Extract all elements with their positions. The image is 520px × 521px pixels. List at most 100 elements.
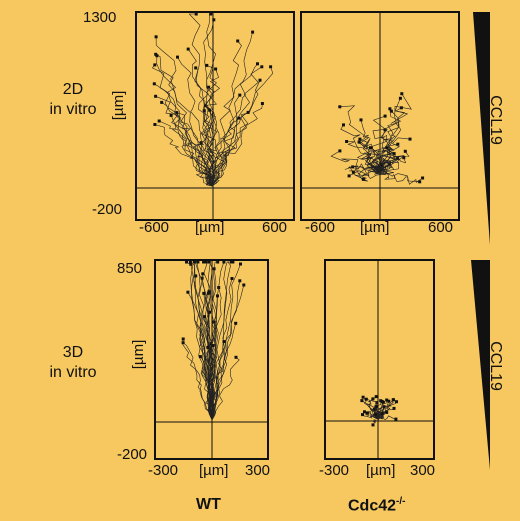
top-y-unit-label: [µm] xyxy=(110,90,128,121)
track-endpoint xyxy=(194,12,198,16)
track-endpoint xyxy=(251,30,255,34)
row-label-3d-line1: 3D xyxy=(62,344,84,361)
track-endpoint xyxy=(365,411,369,415)
migration-track xyxy=(211,287,222,421)
migration-track xyxy=(209,66,274,187)
track-endpoint xyxy=(194,274,198,278)
track-endpoint xyxy=(260,65,264,69)
track-endpoint xyxy=(418,180,422,184)
bottom-right-x-tick-min: -300 xyxy=(319,462,350,479)
track-endpoint xyxy=(396,156,400,160)
row-label-3d-line2: in vitro xyxy=(49,364,97,381)
migration-track xyxy=(340,124,379,173)
track-endpoint xyxy=(347,174,351,178)
track-endpoint xyxy=(383,114,387,118)
track-endpoint xyxy=(194,66,198,70)
bottom-y-unit-label: [µm] xyxy=(130,339,148,370)
track-endpoint xyxy=(154,94,158,98)
migration-track xyxy=(211,117,240,187)
migration-track xyxy=(208,261,216,421)
track-endpoint xyxy=(189,262,193,266)
track-endpoint xyxy=(371,423,375,427)
track-endpoint xyxy=(222,340,226,344)
track-endpoint xyxy=(361,395,365,399)
track-endpoint xyxy=(396,142,400,146)
row-label-2d-line1: 2D xyxy=(62,81,84,98)
track-endpoint xyxy=(338,149,342,153)
track-endpoint xyxy=(369,146,372,150)
track-endpoint xyxy=(201,272,205,276)
column-label-cdc42-base: Cdc42 xyxy=(348,497,397,515)
cdc42-2d-migration-tracks xyxy=(330,92,425,185)
track-endpoint xyxy=(200,276,204,280)
track-endpoint xyxy=(193,260,197,264)
track-endpoint xyxy=(385,146,389,150)
track-endpoint xyxy=(364,397,368,401)
top-left-x-unit: [µm] xyxy=(195,219,225,236)
track-endpoint xyxy=(374,404,378,408)
track-endpoint xyxy=(212,18,216,22)
cdc42-3d-migration-tracks xyxy=(360,395,398,427)
track-endpoint xyxy=(236,39,240,43)
migration-track xyxy=(372,417,380,426)
column-label-cdc42: Cdc42-/- xyxy=(348,497,405,514)
track-endpoint xyxy=(188,260,192,264)
track-endpoint xyxy=(242,283,246,287)
track-endpoint xyxy=(181,337,185,341)
track-endpoint xyxy=(202,109,206,113)
track-endpoint xyxy=(361,413,364,417)
migration-track xyxy=(377,171,423,185)
track-endpoint xyxy=(258,78,262,82)
track-endpoint xyxy=(385,398,389,402)
track-endpoint xyxy=(204,260,208,264)
track-endpoint xyxy=(269,65,273,69)
track-endpoint xyxy=(186,47,190,51)
track-endpoint xyxy=(208,310,212,314)
track-endpoint xyxy=(186,290,190,294)
track-endpoint xyxy=(234,321,238,325)
track-endpoint xyxy=(153,63,157,67)
migration-track xyxy=(364,147,383,173)
bottom-left-x-tick-max: 300 xyxy=(245,462,271,479)
track-endpoint xyxy=(421,176,425,180)
track-endpoint xyxy=(256,62,259,66)
migration-track xyxy=(182,338,213,421)
track-endpoint xyxy=(176,55,179,59)
bottom-y-max-label: 850 xyxy=(117,260,143,277)
migration-track xyxy=(159,120,213,187)
track-endpoint xyxy=(238,279,242,283)
track-endpoint xyxy=(214,67,218,71)
track-endpoint xyxy=(202,291,206,295)
track-endpoint xyxy=(363,410,366,414)
track-endpoint xyxy=(357,140,361,144)
column-label-wt: WT xyxy=(196,496,221,513)
migration-track xyxy=(207,94,241,187)
top-right-x-unit: [µm] xyxy=(360,219,390,236)
track-endpoint xyxy=(358,137,362,141)
migration-track xyxy=(211,63,258,187)
top-right-x-tick-max: 600 xyxy=(428,219,454,236)
track-endpoint xyxy=(351,165,355,169)
track-endpoint xyxy=(209,12,213,16)
migration-track xyxy=(210,40,242,187)
top-y-max-label: 1300 xyxy=(83,9,117,26)
track-endpoint xyxy=(222,260,226,264)
track-endpoint xyxy=(399,106,403,110)
top-ccl19-label: CCL19 xyxy=(486,95,504,145)
column-label-cdc42-superscript: -/- xyxy=(396,496,406,507)
track-endpoint xyxy=(216,260,220,264)
track-endpoint xyxy=(207,85,211,89)
track-endpoint xyxy=(230,277,234,280)
track-endpoint xyxy=(342,123,345,127)
track-endpoint xyxy=(205,63,209,67)
migration-track xyxy=(339,105,379,173)
track-endpoint xyxy=(202,260,206,264)
track-endpoint xyxy=(246,110,250,114)
migration-track xyxy=(348,165,380,174)
track-endpoint xyxy=(206,291,210,295)
migration-track xyxy=(154,124,213,187)
migration-track xyxy=(155,54,213,187)
track-endpoint xyxy=(207,260,211,264)
